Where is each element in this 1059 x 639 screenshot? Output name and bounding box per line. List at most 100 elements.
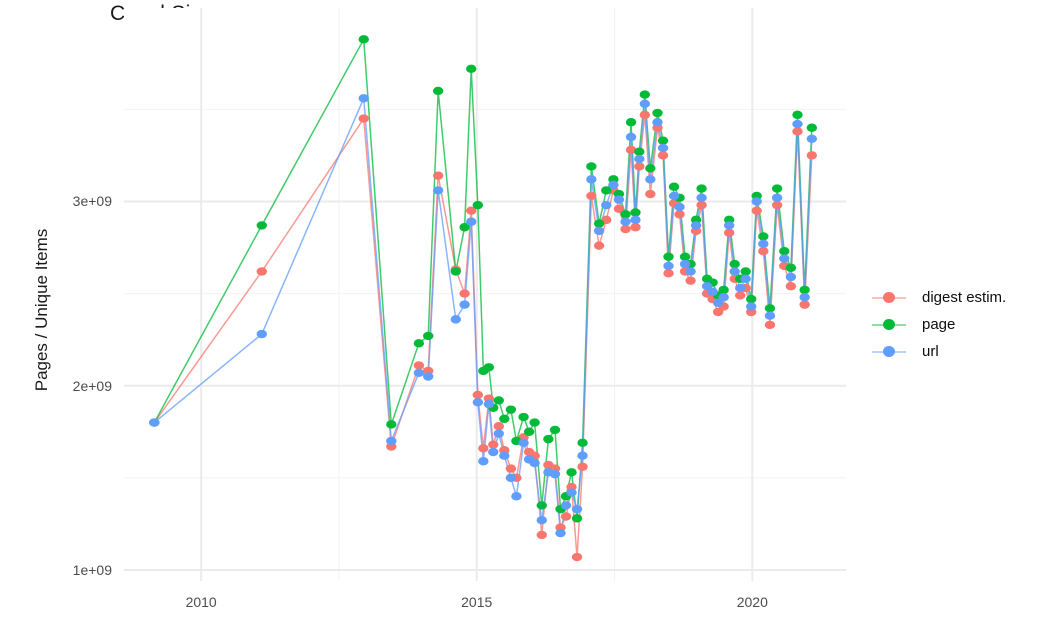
x-tick-label: 2015 <box>461 594 493 610</box>
legend-key-icon <box>872 342 906 362</box>
data-point <box>593 219 605 228</box>
legend-item[interactable]: url <box>872 338 1052 365</box>
data-point <box>634 147 645 156</box>
data-point <box>663 252 674 261</box>
data-point <box>751 206 762 215</box>
data-point <box>483 399 495 409</box>
data-point <box>413 339 425 348</box>
data-point <box>386 420 397 429</box>
data-point <box>459 300 470 309</box>
data-point <box>571 514 583 523</box>
data-point <box>423 331 434 341</box>
plot-panel <box>124 8 846 581</box>
legend-dot <box>883 345 895 357</box>
data-point <box>413 368 425 377</box>
data-point <box>645 189 656 199</box>
data-point <box>560 501 572 510</box>
data-point <box>478 444 489 453</box>
data-point <box>746 302 757 311</box>
data-point <box>758 232 769 241</box>
data-point <box>674 202 685 212</box>
x-tick-label: 2020 <box>736 594 768 610</box>
data-point <box>472 390 484 400</box>
data-point <box>555 528 566 538</box>
legend-key-icon <box>872 288 906 308</box>
data-point <box>696 184 707 193</box>
data-point <box>718 285 729 295</box>
legend-label: digest estim. <box>922 289 1007 306</box>
data-point <box>758 247 769 256</box>
data-point <box>466 217 477 226</box>
data-point <box>645 175 656 184</box>
data-point <box>543 434 554 444</box>
data-point <box>657 143 669 153</box>
series-line <box>153 114 813 558</box>
data-point <box>577 451 588 460</box>
data-point <box>734 291 746 300</box>
data-point <box>625 118 637 127</box>
data-point <box>577 438 588 448</box>
legend-label: url <box>922 343 939 360</box>
data-point <box>472 200 484 210</box>
data-point <box>723 221 735 230</box>
data-point <box>472 398 484 407</box>
data-point <box>386 436 397 446</box>
data-point <box>645 164 656 173</box>
data-point <box>799 285 810 295</box>
data-point <box>432 86 444 96</box>
data-point <box>779 247 790 256</box>
data-point <box>652 108 663 118</box>
data-point <box>483 363 495 372</box>
data-point <box>586 162 597 171</box>
data-point <box>630 223 641 232</box>
data-point <box>630 215 641 225</box>
y-tick-label: 1e+09 <box>72 561 112 578</box>
data-point <box>518 412 529 422</box>
data-point <box>723 228 735 237</box>
legend-item[interactable]: digest estim. <box>872 284 1052 311</box>
data-point <box>593 226 605 236</box>
data-point <box>729 259 740 269</box>
legend: digest estim. page url <box>872 284 1052 365</box>
data-point <box>586 175 597 184</box>
data-point <box>613 204 625 214</box>
data-point <box>652 118 663 127</box>
data-point <box>771 193 783 202</box>
data-point <box>785 272 797 282</box>
data-point <box>488 440 499 449</box>
data-point <box>764 304 776 313</box>
data-point <box>601 186 612 195</box>
data-point <box>571 552 583 562</box>
data-point <box>625 145 637 155</box>
data-point <box>601 200 612 210</box>
data-point <box>566 468 577 477</box>
data-point <box>613 195 625 204</box>
data-point <box>505 405 517 414</box>
data-point <box>432 171 444 180</box>
y-tick-label: 3e+09 <box>72 193 112 210</box>
data-point <box>523 427 535 436</box>
data-point <box>696 200 707 210</box>
data-point <box>751 197 762 206</box>
data-point <box>499 414 510 424</box>
data-point <box>459 223 470 232</box>
data-point <box>560 512 572 521</box>
data-point <box>799 300 810 309</box>
series-points <box>149 35 818 562</box>
data-point <box>566 488 577 497</box>
data-point <box>256 267 267 276</box>
data-point <box>679 252 691 261</box>
data-point <box>663 261 674 271</box>
data-point <box>413 361 425 370</box>
y-tick-label: 2e+09 <box>72 377 112 394</box>
data-point <box>549 469 561 479</box>
data-point <box>423 372 434 381</box>
legend-item[interactable]: page <box>872 311 1052 338</box>
data-point <box>740 267 751 276</box>
data-point <box>608 180 619 190</box>
legend-label: page <box>922 316 956 333</box>
data-point <box>663 269 674 278</box>
data-point <box>785 282 797 291</box>
data-point <box>536 530 547 540</box>
data-point <box>529 418 540 427</box>
